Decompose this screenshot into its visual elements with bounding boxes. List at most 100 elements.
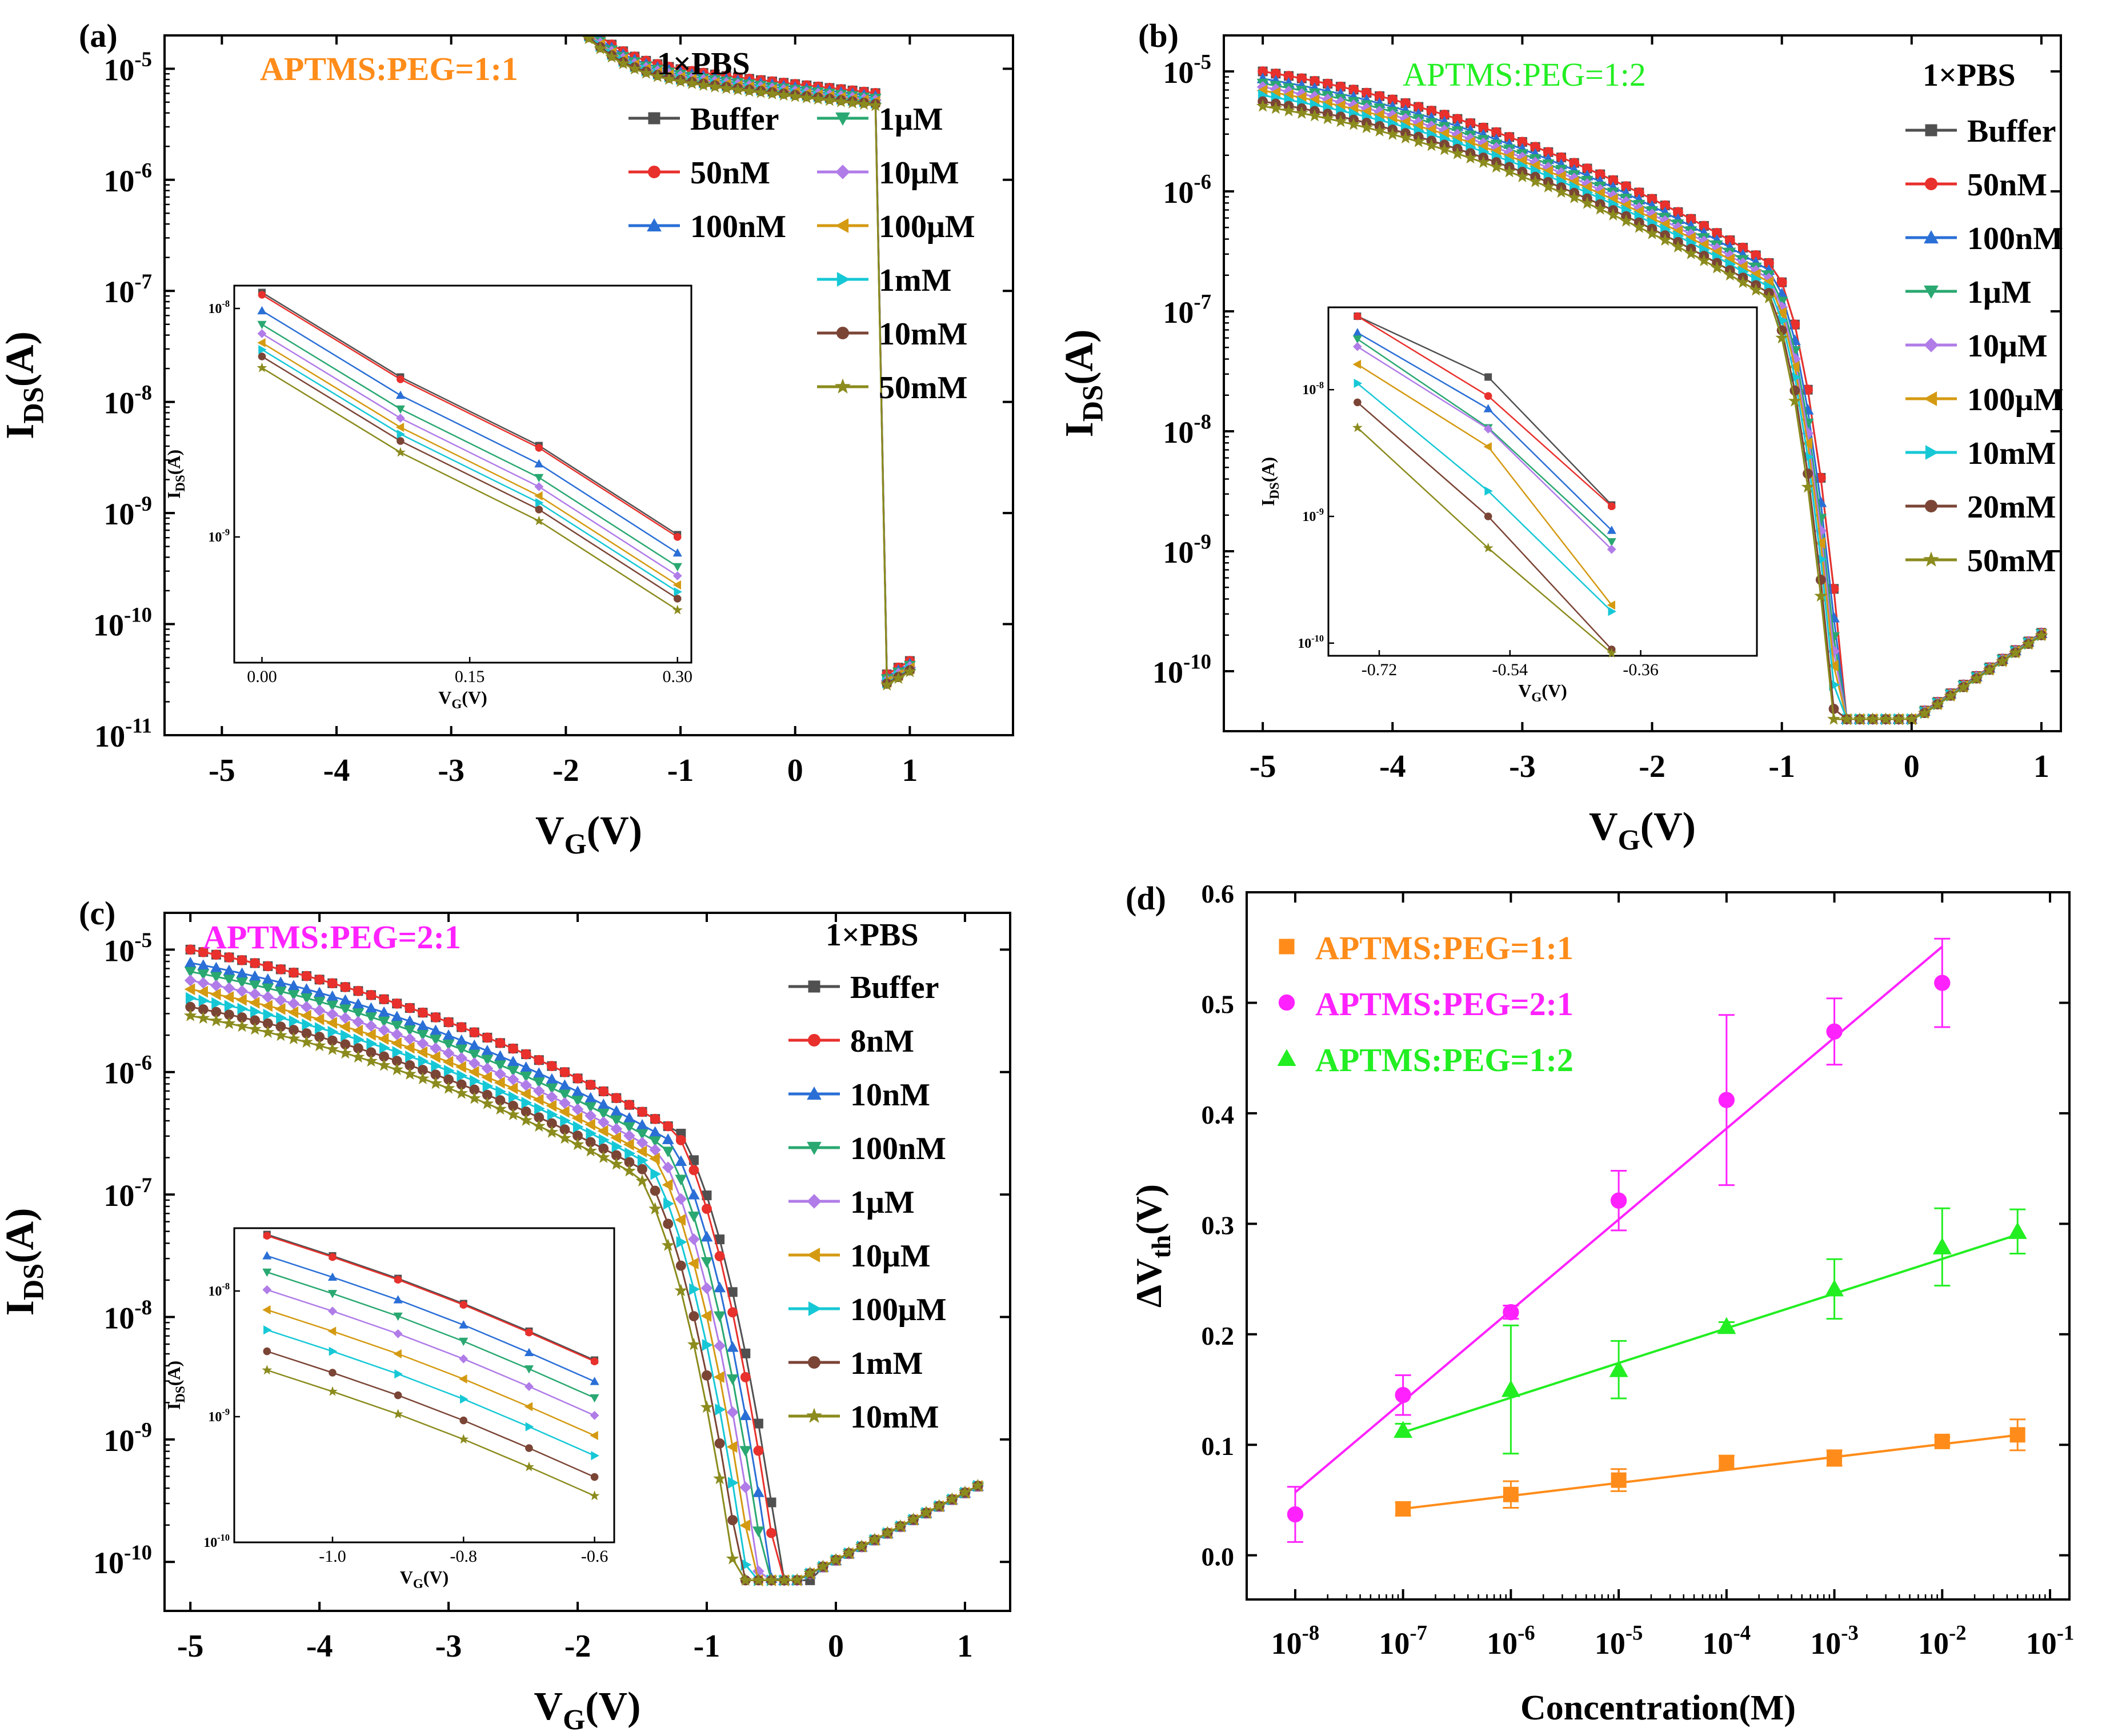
data-point xyxy=(714,1311,726,1322)
data-point xyxy=(622,1164,636,1177)
tick-exponent: -8 xyxy=(1194,410,1211,434)
data-point xyxy=(649,1136,662,1148)
legend-swatch-marker xyxy=(808,980,820,993)
data-point xyxy=(222,1016,236,1029)
data-point xyxy=(584,1118,595,1130)
y-tick-label: 10-10 xyxy=(93,603,152,642)
legend-swatch-marker xyxy=(806,1408,822,1423)
data-point xyxy=(482,1032,493,1043)
data-point xyxy=(559,1079,571,1090)
data-point xyxy=(429,1076,442,1089)
y-tick-label: 10-5 xyxy=(1163,50,1211,90)
data-point xyxy=(1360,121,1374,134)
data-point xyxy=(719,81,733,94)
data-point xyxy=(572,17,582,28)
tick-base: 10 xyxy=(103,386,134,420)
y-tick-label: 0.0 xyxy=(1202,1542,1235,1571)
tick-base: 10 xyxy=(208,1284,222,1299)
data-point xyxy=(766,87,779,100)
data-point xyxy=(1386,127,1399,140)
inset-data-point xyxy=(1484,392,1492,400)
data-point xyxy=(702,1204,712,1214)
data-point xyxy=(624,1100,635,1110)
data-point xyxy=(506,1108,520,1121)
data-point xyxy=(637,1164,647,1174)
data-point xyxy=(650,1113,660,1124)
data-point xyxy=(764,1573,778,1586)
data-point xyxy=(546,1061,557,1072)
inset-series-line xyxy=(266,1271,595,1399)
inset-data-point xyxy=(1352,342,1362,351)
data-point xyxy=(572,10,582,19)
inset-series-line xyxy=(261,348,678,593)
data-point xyxy=(481,1071,493,1084)
tick-exponent: -9 xyxy=(222,1406,230,1417)
data-point xyxy=(494,1050,506,1061)
tick-base: 10 xyxy=(1810,1626,1841,1661)
legend-label: 10μM xyxy=(850,1238,931,1274)
tick-base: 10 xyxy=(103,53,134,87)
tick-exponent: -5 xyxy=(1625,1621,1643,1645)
data-point xyxy=(766,1527,776,1538)
legend-title: 1×PBS xyxy=(826,917,919,953)
inset-data-point xyxy=(1607,502,1616,511)
data-point xyxy=(211,997,223,1009)
inset-data-point xyxy=(395,405,405,414)
data-point xyxy=(1826,1023,1843,1040)
tick-exponent: -6 xyxy=(1194,170,1211,194)
y-tick-label: 10-9 xyxy=(103,492,152,531)
data-point xyxy=(534,1055,544,1065)
data-point xyxy=(1815,537,1825,550)
data-point xyxy=(546,1100,557,1112)
y-tick-label: 10-9 xyxy=(1163,530,1211,570)
data-point xyxy=(1347,117,1360,130)
data-point xyxy=(289,967,299,978)
data-point xyxy=(430,1012,441,1023)
data-point xyxy=(637,1106,647,1117)
data-point xyxy=(1969,672,1983,685)
legend-swatch-marker xyxy=(808,1034,820,1047)
data-point xyxy=(868,1532,882,1545)
legend-label: APTMS:PEG=1:2 xyxy=(1315,1041,1574,1079)
data-point xyxy=(417,1030,429,1041)
inset-data-point xyxy=(1484,373,1492,381)
data-point xyxy=(1593,202,1607,215)
inset-data-point xyxy=(1352,359,1362,369)
data-point xyxy=(1815,575,1826,585)
tick-exponent: -5 xyxy=(1194,50,1211,74)
panel-title: APTMS:PEG=2:1 xyxy=(203,919,461,956)
legend-swatch-marker xyxy=(835,218,849,233)
tick-exponent: -8 xyxy=(1316,379,1324,390)
inset-data-point xyxy=(397,429,406,439)
data-point xyxy=(481,1055,494,1066)
legend-label: 50mM xyxy=(879,370,968,406)
inset-data-point xyxy=(459,1416,468,1425)
data-point xyxy=(534,1102,545,1115)
inset-data-point xyxy=(458,1434,469,1444)
data-point xyxy=(650,1185,660,1196)
inset-data-point xyxy=(393,1349,402,1359)
data-point xyxy=(829,1553,843,1566)
inset-data-point xyxy=(258,291,266,299)
data-point xyxy=(932,1499,946,1512)
inset-data-point xyxy=(262,1285,272,1294)
inset-data-point xyxy=(672,604,683,615)
data-point xyxy=(616,57,630,70)
panel-title: APTMS:PEG=1:2 xyxy=(1403,56,1646,93)
inset-data-point xyxy=(257,338,266,348)
data-point xyxy=(521,1096,532,1109)
legend-label: 10nM xyxy=(850,1077,930,1113)
data-point xyxy=(366,1037,378,1050)
axis-label-part: DS xyxy=(18,387,50,423)
data-point xyxy=(561,6,571,16)
data-point xyxy=(636,1118,648,1130)
data-point xyxy=(1606,208,1620,221)
data-point xyxy=(550,0,559,1)
data-point xyxy=(726,1374,739,1385)
data-point xyxy=(675,1135,686,1145)
inset-x-tick-label: 0.00 xyxy=(247,667,277,686)
data-point xyxy=(1464,151,1477,164)
axis-label-part: V xyxy=(438,687,451,708)
data-point xyxy=(417,1046,428,1059)
